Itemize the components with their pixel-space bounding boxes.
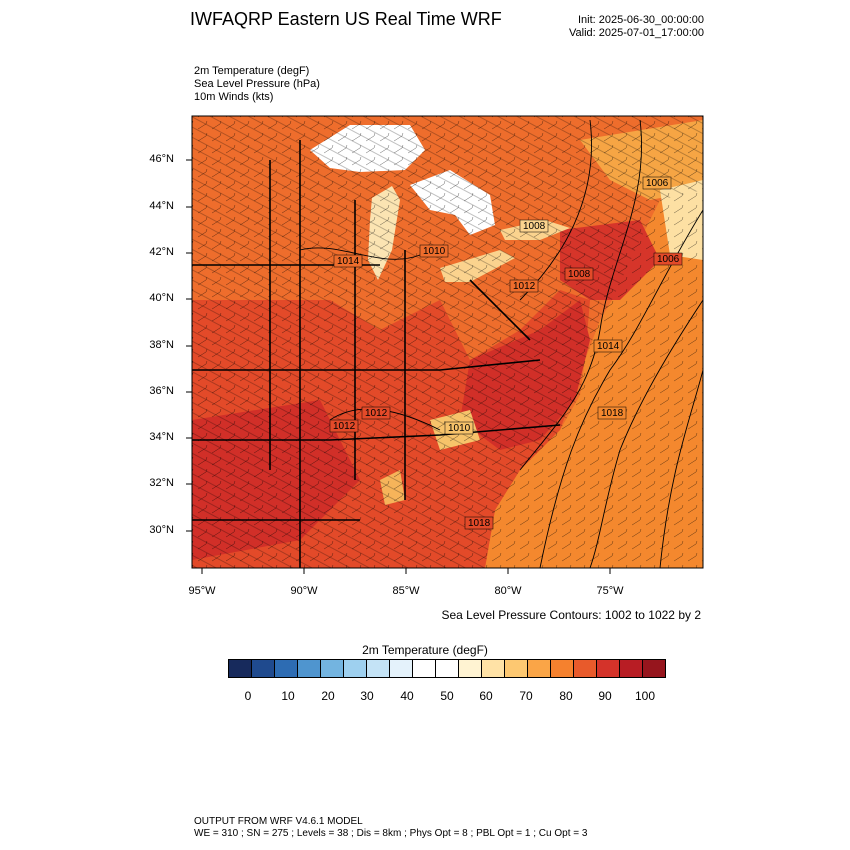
lon-label: 80°W (494, 585, 522, 597)
colorbar-cell (574, 660, 597, 677)
county-lines (192, 116, 703, 568)
colorbar-tick: 70 (519, 689, 533, 703)
lat-label: 34°N (149, 431, 174, 443)
svg-text:1014: 1014 (337, 256, 360, 267)
svg-text:1008: 1008 (568, 269, 591, 280)
init-valid-times: Init: 2025-06-30_00:00:00 Valid: 2025-07… (569, 14, 704, 40)
svg-text:1014: 1014 (597, 341, 620, 352)
colorbar-cell (413, 660, 436, 677)
map-frame (191, 115, 704, 569)
colorbar-tick: 30 (360, 689, 374, 703)
colorbar (228, 659, 666, 678)
isobar-label: 1012 (361, 406, 391, 420)
map-field: 1006 1008 1010 1014 1006 1008 1012 1014 … (192, 116, 703, 568)
lat-label: 40°N (149, 292, 174, 304)
footer-line-2: WE = 310 ; SN = 275 ; Levels = 38 ; Dis … (194, 828, 588, 839)
isobar-label: 1008 (519, 219, 549, 233)
init-time: Init: 2025-06-30_00:00:00 (578, 14, 704, 26)
svg-text:1012: 1012 (513, 281, 536, 292)
colorbar-cell (321, 660, 344, 677)
footer-line-1: OUTPUT FROM WRF V4.6.1 MODEL (194, 816, 363, 827)
svg-text:1012: 1012 (365, 408, 388, 419)
isobar-label: 1014 (333, 254, 363, 268)
colorbar-cell (390, 660, 413, 677)
variable-list: 2m Temperature (degF) Sea Level Pressure… (194, 65, 320, 104)
slp-contour-note: Sea Level Pressure Contours: 1002 to 102… (441, 608, 702, 622)
colorbar-cell (482, 660, 505, 677)
lat-label: 32°N (149, 477, 174, 489)
colorbar-cell (298, 660, 321, 677)
svg-text:1006: 1006 (657, 254, 680, 265)
colorbar-cell (436, 660, 459, 677)
colorbar-cell (344, 660, 367, 677)
model-footer: OUTPUT FROM WRF V4.6.1 MODEL WE = 310 ; … (194, 816, 587, 840)
lon-label: 85°W (392, 585, 420, 597)
colorbar-cell (505, 660, 528, 677)
colorbar-cell (229, 660, 252, 677)
colorbar-tick: 40 (400, 689, 414, 703)
colorbar-cell (367, 660, 390, 677)
colorbar-title: 2m Temperature (degF) (362, 643, 488, 657)
lat-label: 36°N (149, 385, 174, 397)
isobar-label: 1012 (509, 279, 539, 293)
colorbar-tick: 0 (244, 689, 252, 703)
state-borders (192, 140, 561, 568)
colorbar-tick: 10 (281, 689, 295, 703)
isobar-label: 1010 (419, 244, 449, 258)
variable-pressure: Sea Level Pressure (hPa) (194, 78, 320, 90)
colorbar-cell (597, 660, 620, 677)
lat-label: 44°N (149, 200, 174, 212)
svg-text:1018: 1018 (601, 408, 624, 419)
svg-text:1010: 1010 (423, 246, 446, 257)
colorbar-tick: 100 (634, 689, 656, 703)
variable-winds: 10m Winds (kts) (194, 91, 274, 103)
lon-label: 95°W (188, 585, 216, 597)
axis-ticks (186, 159, 611, 574)
colorbar-cell (551, 660, 574, 677)
svg-text:1008: 1008 (523, 221, 546, 232)
colorbar-cell (459, 660, 482, 677)
plot-title: IWFAQRP Eastern US Real Time WRF (190, 9, 502, 29)
svg-text:1018: 1018 (468, 518, 491, 529)
lat-label: 46°N (149, 153, 174, 165)
isobar-label: 1018 (464, 516, 494, 530)
svg-text:1006: 1006 (646, 178, 669, 189)
colorbar-tick: 90 (598, 689, 612, 703)
lon-label: 75°W (596, 585, 624, 597)
isobar-label: 1008 (564, 267, 594, 281)
colorbar-tick: 50 (440, 689, 454, 703)
lat-label: 30°N (149, 524, 174, 536)
variable-temperature: 2m Temperature (degF) (194, 65, 310, 77)
colorbar-cell (620, 660, 643, 677)
lat-label: 38°N (149, 339, 174, 351)
lon-label: 90°W (290, 585, 318, 597)
isobar-label: 1006 (642, 176, 672, 190)
colorbar-cell (528, 660, 551, 677)
isobar-label: 1012 (329, 419, 359, 433)
isobar-label: 1006 (653, 252, 683, 266)
colorbar-cell (275, 660, 298, 677)
isobar-label: 1014 (593, 339, 623, 353)
colorbar-cell (643, 660, 665, 677)
colorbar-tick: 60 (479, 689, 493, 703)
isobar-label: 1018 (597, 406, 627, 420)
svg-text:1012: 1012 (333, 421, 356, 432)
isobar-labels: 1006 1008 1010 1014 1006 1008 1012 1014 … (329, 176, 683, 530)
valid-time: Valid: 2025-07-01_17:00:00 (569, 27, 704, 39)
colorbar-cell (252, 660, 275, 677)
lat-label: 42°N (149, 246, 174, 258)
colorbar-tick: 80 (559, 689, 573, 703)
isobar-label: 1010 (444, 421, 474, 435)
colorbar-tick: 20 (321, 689, 335, 703)
svg-text:1010: 1010 (448, 423, 471, 434)
